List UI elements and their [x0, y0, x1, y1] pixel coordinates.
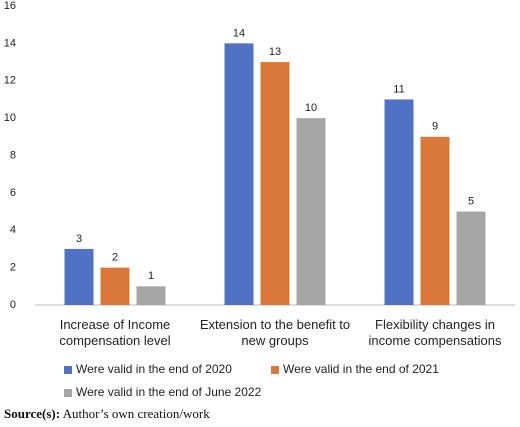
x-tick-label: Flexibility changes in income compensati… [368, 317, 502, 348]
y-tick-label: 16 [4, 0, 16, 12]
bar [456, 211, 486, 305]
data-label: 11 [393, 83, 404, 95]
source-text: Author’s own creation/work [62, 406, 210, 421]
y-tick-label: 12 [4, 75, 16, 87]
data-label: 13 [269, 46, 281, 58]
data-label: 14 [233, 27, 245, 39]
bar [100, 267, 130, 305]
data-label: 3 [76, 233, 82, 245]
legend-swatch [64, 389, 72, 397]
y-tick-label: 10 [4, 112, 16, 124]
data-label: 5 [468, 195, 474, 207]
bar [260, 62, 290, 305]
y-tick-label: 8 [10, 149, 16, 161]
data-label: 2 [112, 252, 118, 264]
bar [420, 136, 450, 305]
bar [296, 118, 326, 305]
legend-label: Were valid in the end of 2021 [283, 362, 439, 376]
y-tick-label: 2 [10, 262, 16, 274]
bar [136, 286, 166, 305]
y-tick-label: 4 [10, 224, 16, 236]
y-tick-label: 6 [10, 187, 16, 199]
legend-swatch [64, 366, 72, 374]
data-label: 9 [432, 121, 438, 133]
bar [384, 99, 414, 305]
bar [64, 248, 94, 305]
y-tick-label: 0 [10, 299, 16, 311]
data-label: 10 [305, 102, 317, 114]
legend-swatch [271, 366, 279, 374]
source: Source(s): Author’s own creation/work [4, 406, 210, 422]
legend-label: Were valid in the end of June 2022 [76, 385, 262, 399]
x-tick-label: Increase of Income compensation level [59, 317, 171, 348]
data-label: 1 [148, 270, 154, 282]
legend-label: Were valid in the end of 2020 [76, 362, 232, 376]
bar [224, 43, 254, 305]
y-tick-label: 14 [4, 37, 16, 49]
x-tick-label: Extension to the benefit to new groups [199, 317, 351, 348]
source-label: Source(s): [4, 406, 61, 421]
